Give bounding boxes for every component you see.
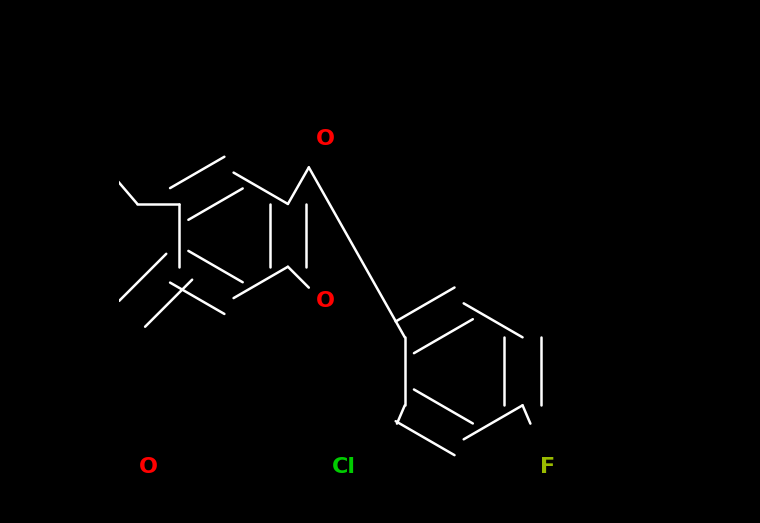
Text: F: F — [540, 457, 555, 476]
Text: O: O — [139, 457, 158, 476]
Text: Cl: Cl — [331, 457, 356, 476]
Text: O: O — [315, 291, 334, 311]
Text: O: O — [315, 129, 334, 149]
